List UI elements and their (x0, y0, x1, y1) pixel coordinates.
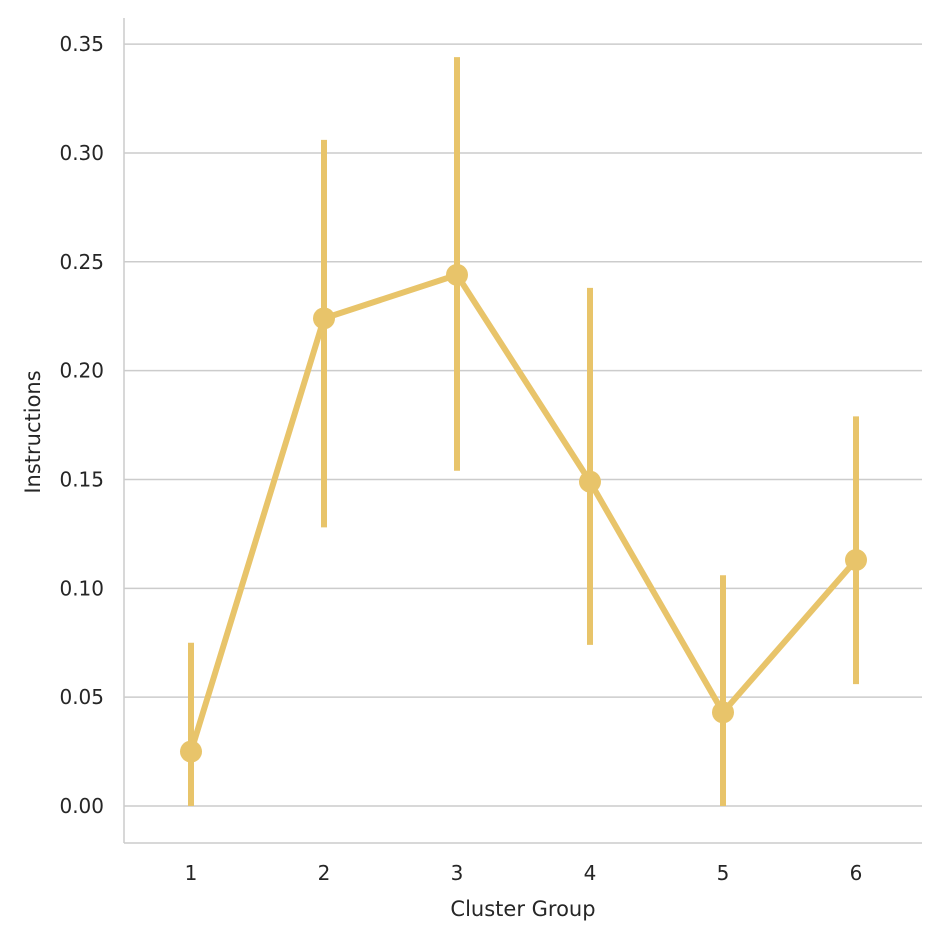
y-tick-label: 0.05 (59, 685, 104, 709)
series-line (188, 271, 859, 753)
x-tick-label: 6 (850, 861, 863, 885)
x-tick-label: 5 (717, 861, 730, 885)
y-tick-label: 0.20 (59, 359, 104, 383)
data-point (579, 470, 601, 493)
x-tick-labels: 1 2 3 4 5 6 (185, 861, 863, 885)
grid-layer (124, 43, 922, 807)
y-tick-label: 0.30 (59, 141, 104, 165)
x-tick-label: 3 (451, 861, 464, 885)
data-point (180, 740, 202, 763)
x-tick-label: 2 (318, 861, 331, 885)
y-tick-labels: 0.00 0.05 0.10 0.15 0.20 0.25 0.30 0.35 (59, 32, 104, 818)
y-tick-label: 0.10 (59, 576, 104, 600)
y-tick-label: 0.35 (59, 32, 104, 56)
x-tick-label: 4 (584, 861, 597, 885)
data-points (180, 263, 867, 763)
x-tick-label: 1 (185, 861, 198, 885)
data-point (712, 701, 734, 724)
y-tick-label: 0.15 (59, 467, 104, 491)
y-tick-label: 0.00 (59, 794, 104, 818)
y-axis-title: Instructions (21, 370, 45, 493)
y-tick-label: 0.25 (59, 250, 104, 274)
data-point (446, 263, 468, 286)
data-point (845, 549, 867, 572)
series-line-layer (188, 271, 859, 753)
data-point (313, 307, 335, 330)
x-axis-title: Cluster Group (450, 897, 595, 921)
